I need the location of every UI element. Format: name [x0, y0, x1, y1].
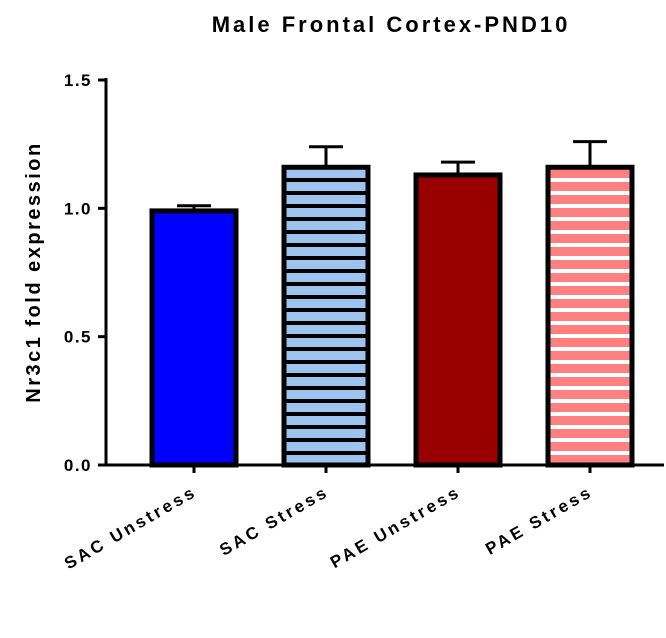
bar-sac-stress: [281, 164, 371, 468]
y-tick-label: 1.0: [64, 199, 92, 218]
y-axis-label: Nr3c1 fold expression: [23, 141, 45, 402]
bar-pae-unstress: [413, 172, 503, 468]
y-tick-label: 0.0: [64, 456, 92, 475]
y-tick-label: 1.5: [64, 71, 92, 90]
bar-sac-unstress: [149, 208, 239, 468]
x-tick-label: PAE Unstress: [327, 482, 464, 572]
x-tick-label: PAE Stress: [482, 482, 596, 559]
bar-pae-stress: [545, 164, 635, 468]
x-tick-label: SAC Stress: [216, 482, 332, 560]
x-tick-label: SAC Unstress: [61, 482, 200, 573]
y-tick-label: 0.5: [64, 328, 92, 347]
chart-title: Male Frontal Cortex-PND10: [212, 12, 571, 37]
